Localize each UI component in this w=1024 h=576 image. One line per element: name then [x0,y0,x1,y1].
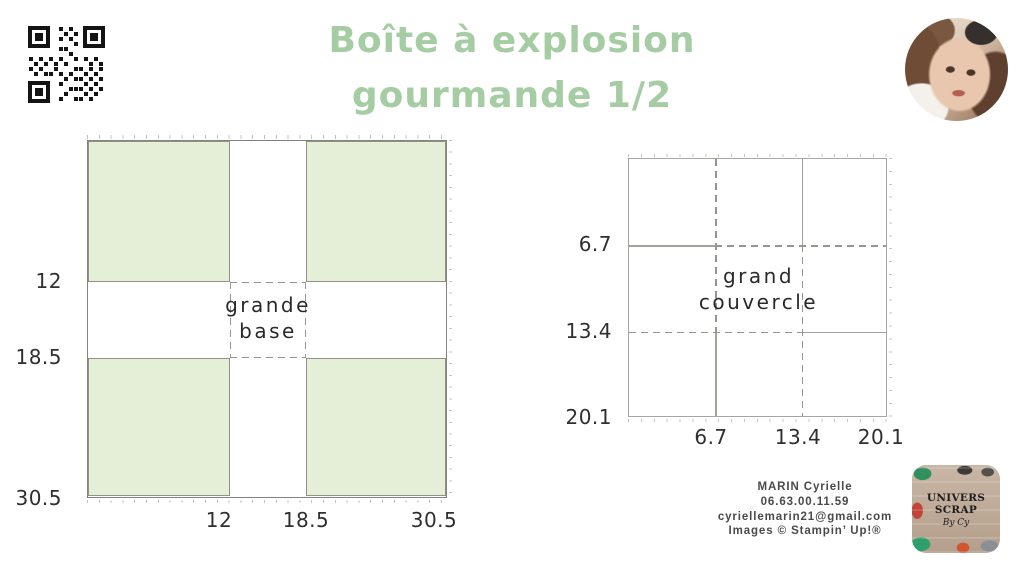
fold-line [801,245,804,416]
y-axis-label: 18.5 [15,345,62,369]
fold-line [229,281,307,284]
contact-name: MARIN Cyrielle [757,481,853,493]
contact-phone: 06.63.00.11.59 [760,495,850,508]
x-axis-label: 18.5 [282,508,330,532]
ruler-ticks-bottom [628,418,887,422]
ruler-ticks-bottom [87,499,447,503]
page-title: Boîte à explosion gourmande 1/2 [0,13,1024,123]
cut-line [629,245,716,247]
logo-univers-scrap: UNIVERS SCRAP By Cy [912,465,1000,553]
x-axis-label: 12 [205,508,233,532]
contact-email: cyriellemarin21@gmail.com [717,510,893,523]
cut-line [801,159,803,246]
diagram-label-grand-couvercle: grand couvercle [699,263,818,315]
ruler-ticks-top [628,153,887,157]
x-axis-label: 20.1 [857,425,905,449]
logo-title: UNIVERS SCRAP [926,492,986,516]
x-axis-label: 30.5 [410,508,458,532]
fold-line [629,331,802,334]
logo-text: UNIVERS SCRAP By Cy [912,492,1000,528]
page-title-line1: Boîte à explosion [328,20,696,61]
y-axis-label: 12 [35,269,62,293]
y-axis-label: 6.7 [578,232,612,256]
diagram-grand-couvercle: grand couvercle [628,158,887,417]
diagram-label-grande-base: grande base [225,292,311,344]
contact-credit: Images © Stampin’ Up!® [728,525,882,538]
label-line: base [239,319,297,343]
green-cell-bottom-left [88,358,230,496]
green-cell-top-left [88,141,230,282]
diagram-grande-base: grande base [87,140,447,498]
fold-line [229,281,232,359]
cut-line [715,331,717,416]
label-line: grand [722,264,795,288]
qr-finder-icon [28,26,50,48]
page-title-line2: gourmande 1/2 [351,75,673,116]
contact-info: MARIN Cyrielle 06.63.00.11.59 cyriellema… [655,480,955,539]
logo-subtitle: By Cy [942,518,970,528]
y-axis-label: 30.5 [15,486,62,510]
fold-line [715,245,886,247]
ruler-ticks-top [87,135,447,139]
label-line: couvercle [698,290,819,314]
qr-code [28,26,105,103]
qr-finder-icon [28,81,50,103]
fold-line [304,281,307,359]
ruler-ticks-right [888,158,892,417]
ruler-ticks-right [448,140,452,498]
y-axis-label: 20.1 [565,405,612,429]
green-cell-bottom-right [306,358,447,496]
label-line: grande [225,293,311,317]
cut-line [801,331,886,333]
y-axis-label: 13.4 [565,319,612,343]
green-cell-top-right [306,141,447,282]
fold-line [229,356,307,359]
x-axis-label: 13.4 [774,425,822,449]
qr-finder-icon [83,26,105,48]
x-axis-label: 6.7 [694,425,728,449]
profile-photo [905,18,1008,121]
